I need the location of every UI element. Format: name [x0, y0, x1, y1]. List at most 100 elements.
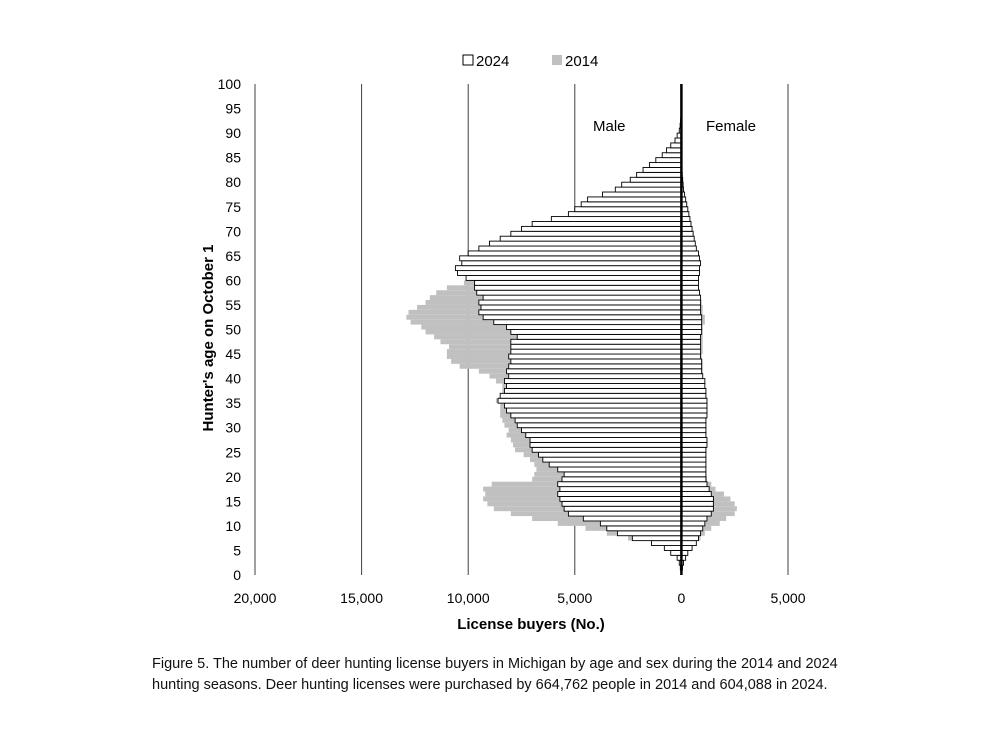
bar-2024-female-age-69 [680, 230, 694, 237]
bar-2024-female-age-37 [680, 387, 707, 394]
y-tick-label-75: 75 [225, 199, 241, 215]
y-tick-label-30: 30 [225, 420, 241, 436]
bar-2024-male-age-49 [510, 329, 682, 335]
y-axis-tick-labels: 0 5 10 15 20 25 30 35 40 45 50 55 60 65 70 75 80 85 90 95 10… [218, 76, 242, 583]
bar-2024-male-age-82 [642, 167, 682, 173]
bar-2024-male-age-22 [548, 461, 682, 468]
bar-2024-female-age-58 [680, 284, 699, 291]
bar-2024-male-age-76 [587, 196, 682, 203]
bar-2024-female-age-5 [680, 545, 693, 551]
series-2024-bars [454, 103, 714, 571]
bar-2024-male-age-30 [516, 422, 682, 429]
bar-2024-female-age-55 [680, 299, 702, 306]
bar-2024-male-age-11 [582, 515, 682, 522]
bar-2024-female-age-57 [680, 289, 700, 296]
bar-2024-male-age-64 [459, 255, 682, 262]
bar-2024-male-age-35 [497, 397, 682, 404]
x-axis-tick-labels: 20,000 15,000 10,000 5,000 0 5,000 [234, 590, 806, 606]
x-tick-label-4: 0 [678, 590, 686, 606]
bar-2024-male-age-58 [474, 284, 682, 291]
bar-2024-female-age-36 [680, 392, 707, 399]
y-tick-label-80: 80 [225, 174, 241, 190]
bar-2024-female-age-27 [680, 437, 708, 443]
bar-2024-female-age-12 [680, 510, 712, 517]
bar-2024-male-age-27 [529, 437, 682, 443]
y-tick-label-85: 85 [225, 150, 241, 166]
x-tick-label-2: 10,000 [447, 590, 490, 606]
bar-2024-female-age-41 [680, 368, 703, 375]
y-tick-label-35: 35 [225, 395, 241, 411]
bar-2024-female-age-31 [680, 417, 707, 424]
bar-2024-male-age-20 [563, 471, 682, 478]
bar-2024-female-age-15 [680, 495, 714, 502]
bar-2024-male-age-39 [503, 378, 682, 384]
y-tick-label-0: 0 [233, 567, 241, 583]
bar-2024-female-age-65 [680, 250, 699, 257]
bar-2024-male-age-13 [563, 505, 682, 512]
bar-2024-female-age-21 [680, 466, 707, 473]
y-tick-label-50: 50 [225, 322, 241, 338]
bar-2024-male-age-6 [651, 540, 682, 546]
bar-2024-female-age-8 [680, 530, 702, 537]
bar-2024-male-age-33 [506, 407, 682, 414]
bar-2024-female-age-51 [680, 319, 703, 326]
bar-2024-male-age-77 [602, 191, 682, 198]
bar-2024-male-age-36 [499, 392, 682, 399]
y-tick-label-40: 40 [225, 371, 241, 387]
annotation-male: Male [593, 118, 626, 135]
bar-2024-female-age-47 [680, 338, 702, 345]
bar-2024-female-age-70 [680, 225, 693, 232]
bar-2024-male-age-21 [557, 466, 682, 473]
bar-2024-male-age-16 [557, 491, 682, 497]
bar-2024-female-age-24 [680, 451, 707, 458]
bar-2024-male-age-31 [514, 417, 682, 424]
bar-2024-male-age-8 [616, 530, 682, 537]
bar-2024-female-age-61 [680, 270, 700, 276]
bar-2024-male-age-74 [574, 206, 682, 213]
bar-2024-male-age-45 [510, 348, 682, 355]
bar-2024-male-age-84 [655, 157, 682, 164]
bar-2024-female-age-14 [680, 500, 714, 507]
bar-2024-male-age-51 [493, 319, 682, 326]
bar-2024-male-age-38 [506, 383, 682, 389]
bar-2024-male-age-52 [482, 314, 682, 321]
bar-2024-female-age-43 [680, 358, 703, 365]
bar-2024-male-age-12 [567, 510, 682, 517]
y-tick-label-10: 10 [225, 518, 241, 534]
bar-2024-female-age-13 [680, 505, 714, 512]
bar-2024-female-age-29 [680, 427, 707, 434]
bar-2024-male-age-86 [666, 147, 682, 154]
bar-2024-female-age-59 [680, 279, 699, 286]
bar-2024-female-age-23 [680, 456, 707, 463]
bar-2024-female-age-11 [680, 515, 708, 522]
bar-2024-female-age-32 [680, 412, 708, 419]
bar-2024-male-age-69 [510, 230, 682, 237]
bar-2024-male-age-75 [580, 201, 682, 208]
y-tick-label-90: 90 [225, 125, 241, 141]
y-tick-label-55: 55 [225, 297, 241, 313]
bar-2024-male-age-79 [621, 181, 682, 188]
bar-2024-female-age-45 [680, 348, 702, 355]
bar-2024-female-age-16 [680, 491, 712, 497]
bar-2024-male-age-32 [510, 412, 682, 419]
bar-2024-male-age-25 [531, 446, 682, 453]
y-axis-title: Hunter's age on October 1 [200, 245, 217, 432]
bar-2024-male-age-24 [538, 451, 682, 458]
bar-2024-male-age-18 [557, 481, 682, 488]
bar-2024-male-age-7 [631, 535, 682, 542]
bar-2024-male-age-44 [508, 353, 682, 360]
bar-2024-male-age-73 [567, 211, 682, 218]
bar-2024-male-age-43 [510, 358, 682, 365]
bar-2024-female-age-30 [680, 422, 707, 429]
y-tick-label-20: 20 [225, 469, 241, 485]
bar-2024-male-age-61 [457, 270, 682, 276]
bar-2024-female-age-44 [680, 353, 702, 360]
population-pyramid-chart: 2024 2014 0 5 10 15 20 25 30 35 40 45 50 55 60 65 70 75… [200, 53, 806, 633]
y-tick-label-25: 25 [225, 444, 241, 460]
bar-2024-male-age-53 [478, 309, 682, 316]
bar-2024-male-age-40 [508, 373, 682, 380]
bar-2024-male-age-63 [461, 260, 682, 267]
bar-2024-female-age-42 [680, 363, 703, 370]
bar-2024-female-age-66 [680, 245, 697, 252]
y-tick-label-60: 60 [225, 272, 241, 288]
